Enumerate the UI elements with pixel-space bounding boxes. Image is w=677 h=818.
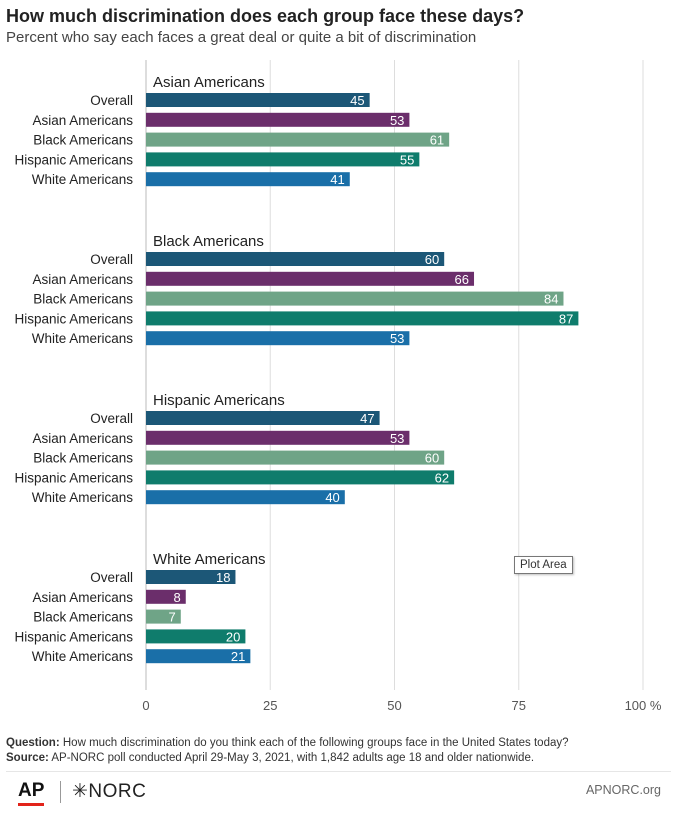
logo-separator: [60, 781, 61, 803]
category-label: Overall: [90, 93, 133, 108]
bar: [146, 271, 475, 286]
question-text: How much discrimination do you think eac…: [59, 737, 569, 749]
data-label: 84: [544, 292, 558, 307]
chart-notes: Question: How much discrimination do you…: [6, 736, 671, 766]
data-label: 53: [390, 431, 404, 446]
source-text: AP-NORC poll conducted April 29-May 3, 2…: [48, 752, 535, 764]
data-label: 20: [226, 629, 240, 644]
category-label: White Americans: [32, 649, 134, 664]
data-label: 7: [169, 610, 176, 625]
data-label: 21: [231, 649, 245, 664]
norc-logo: ✳NORC: [72, 781, 147, 802]
category-label: Black Americans: [33, 292, 133, 307]
bar: [146, 649, 251, 664]
data-label: 60: [425, 252, 439, 267]
source-label: Source:: [6, 752, 49, 764]
category-label: Hispanic Americans: [14, 629, 133, 644]
bar: [146, 411, 380, 425]
data-label: 18: [216, 570, 230, 585]
bar: [146, 430, 410, 445]
group-heading: Black Americans: [153, 233, 264, 250]
bar: [146, 93, 370, 107]
category-label: Asian Americans: [32, 113, 133, 128]
bar: [146, 152, 420, 167]
ap-logo: AP: [18, 780, 45, 801]
bar: [146, 172, 350, 187]
category-label: Black Americans: [33, 610, 133, 625]
bar: [146, 291, 564, 306]
category-label: White Americans: [32, 331, 134, 346]
x-tick-label: 0: [142, 698, 149, 713]
site-link[interactable]: APNORC.org: [585, 783, 661, 797]
data-label: 8: [174, 590, 181, 605]
category-label: Asian Americans: [32, 431, 133, 446]
category-label: Asian Americans: [32, 272, 133, 287]
group-heading: Asian Americans: [153, 74, 265, 91]
question-note: Question: How much discrimination do you…: [6, 736, 671, 751]
category-label: Hispanic Americans: [14, 152, 133, 167]
category-label: Black Americans: [33, 133, 133, 148]
data-label: 66: [455, 272, 469, 287]
data-label: 55: [400, 152, 414, 167]
bar: [146, 609, 181, 624]
category-label: Overall: [90, 252, 133, 267]
footer-divider: [6, 771, 671, 772]
data-label: 53: [390, 113, 404, 128]
chart-subtitle: Percent who say each faces a great deal …: [6, 29, 477, 46]
data-label: 41: [330, 172, 344, 187]
bar: [146, 570, 236, 584]
category-label: White Americans: [32, 172, 134, 187]
category-label: Black Americans: [33, 451, 133, 466]
bar: [146, 589, 186, 604]
data-label: 87: [559, 311, 573, 326]
data-label: 47: [360, 411, 374, 426]
source-note: Source: AP-NORC poll conducted April 29-…: [6, 751, 671, 766]
bar: [146, 311, 579, 326]
category-label: White Americans: [32, 490, 134, 505]
group-heading: White Americans: [153, 551, 266, 568]
ap-logo-underline: [18, 803, 44, 806]
data-label: 53: [390, 331, 404, 346]
x-tick-label: 75: [512, 698, 526, 713]
bar: [146, 470, 455, 485]
x-tick-label: 50: [387, 698, 401, 713]
bar: [146, 252, 445, 266]
data-label: 62: [435, 470, 449, 485]
bar: [146, 629, 246, 644]
x-tick-label: 25: [263, 698, 277, 713]
data-label: 40: [325, 490, 339, 505]
bar: [146, 450, 445, 465]
bar: [146, 490, 345, 505]
category-label: Hispanic Americans: [14, 470, 133, 485]
bar-chart: 0 25 50 75 100 % Asian Americans Overall 45 Asia…: [14, 60, 662, 713]
data-label: 45: [350, 93, 364, 108]
category-label: Overall: [90, 570, 133, 585]
bar: [146, 331, 410, 346]
bar: [146, 132, 450, 147]
plot-area-tooltip: Plot Area: [514, 556, 573, 574]
bar: [146, 112, 410, 127]
group-heading: Hispanic Americans: [153, 392, 285, 409]
x-tick-label: 100 %: [625, 698, 662, 713]
data-label: 60: [425, 451, 439, 466]
data-label: 61: [430, 133, 444, 148]
question-label: Question:: [6, 737, 60, 749]
chart-title: How much discrimination does each group …: [6, 6, 525, 26]
category-label: Overall: [90, 411, 133, 426]
category-label: Hispanic Americans: [14, 311, 133, 326]
category-label: Asian Americans: [32, 590, 133, 605]
